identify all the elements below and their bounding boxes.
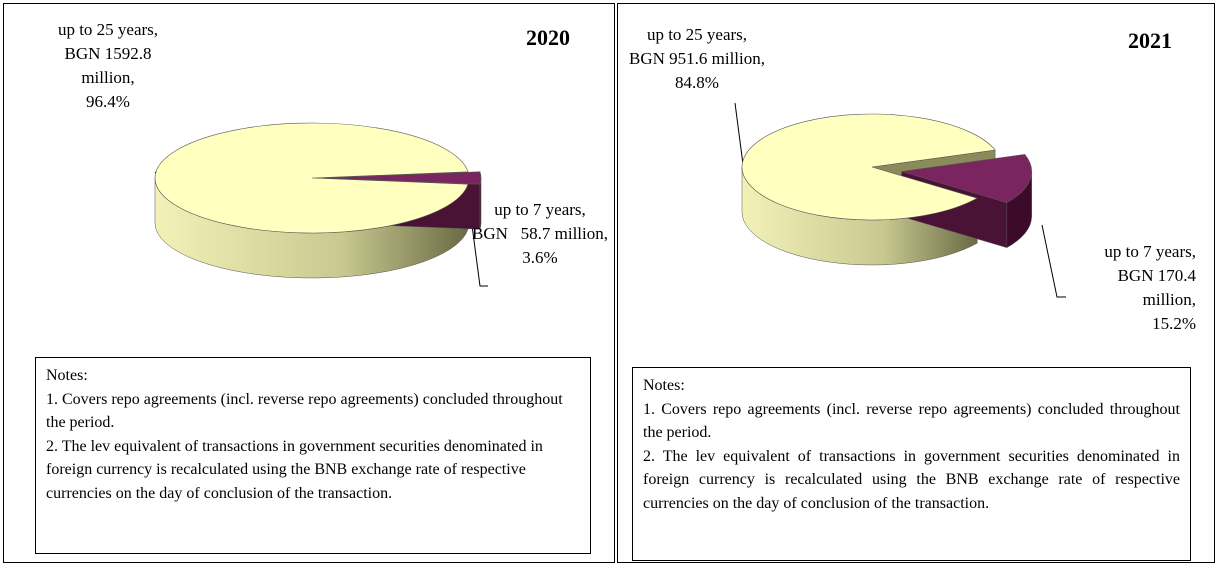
data-label: up to 7 years, [494,200,586,219]
data-label: up to 25 years, [647,25,747,44]
note-line: Notes: [46,367,88,384]
pie-slice [323,171,482,185]
data-label: up to 7 years, [1104,242,1196,261]
notes-box: Notes: 1. Covers repo agreements (incl. r… [35,357,591,554]
data-label: up to 25 years, [58,20,158,39]
note-line: 1. Covers repo agreements (incl. reverse… [643,400,1180,442]
note-line: 1. Covers repo agreements (incl. reverse… [46,390,563,432]
chart-title: 2020 [526,25,570,50]
pie-slice [901,154,1032,203]
note-line: 2. The lev equivalent of transactions in… [46,437,543,502]
note-line: Notes: [643,377,685,394]
data-label: million, [81,68,134,87]
data-label: BGN 1592.8 [65,44,152,63]
panel-2021 [617,3,1215,563]
leader-line [1041,224,1066,298]
pie-slice [741,113,996,221]
data-label: 84.8% [675,73,719,92]
data-label: million, [1143,290,1196,309]
data-label: 96.4% [86,92,130,111]
panel-2020 [3,3,615,563]
data-label: 15.2% [1152,314,1196,333]
data-label: BGN 951.6 million, [629,49,765,68]
leader-line [734,102,745,173]
pie-slice [154,122,469,234]
note-line: 2. The lev equivalent of transactions in… [643,447,1180,512]
data-label: 3.6% [522,248,557,267]
data-label: BGN 58.7 million, [472,224,608,243]
chart-title: 2021 [1128,28,1172,53]
data-label: BGN 170.4 [1118,266,1197,285]
notes-box: Notes: 1. Covers repo agreements (incl. r… [632,367,1191,561]
